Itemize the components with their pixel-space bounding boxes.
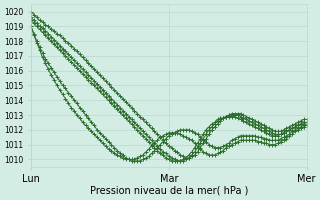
X-axis label: Pression niveau de la mer( hPa ): Pression niveau de la mer( hPa ) bbox=[90, 186, 248, 196]
